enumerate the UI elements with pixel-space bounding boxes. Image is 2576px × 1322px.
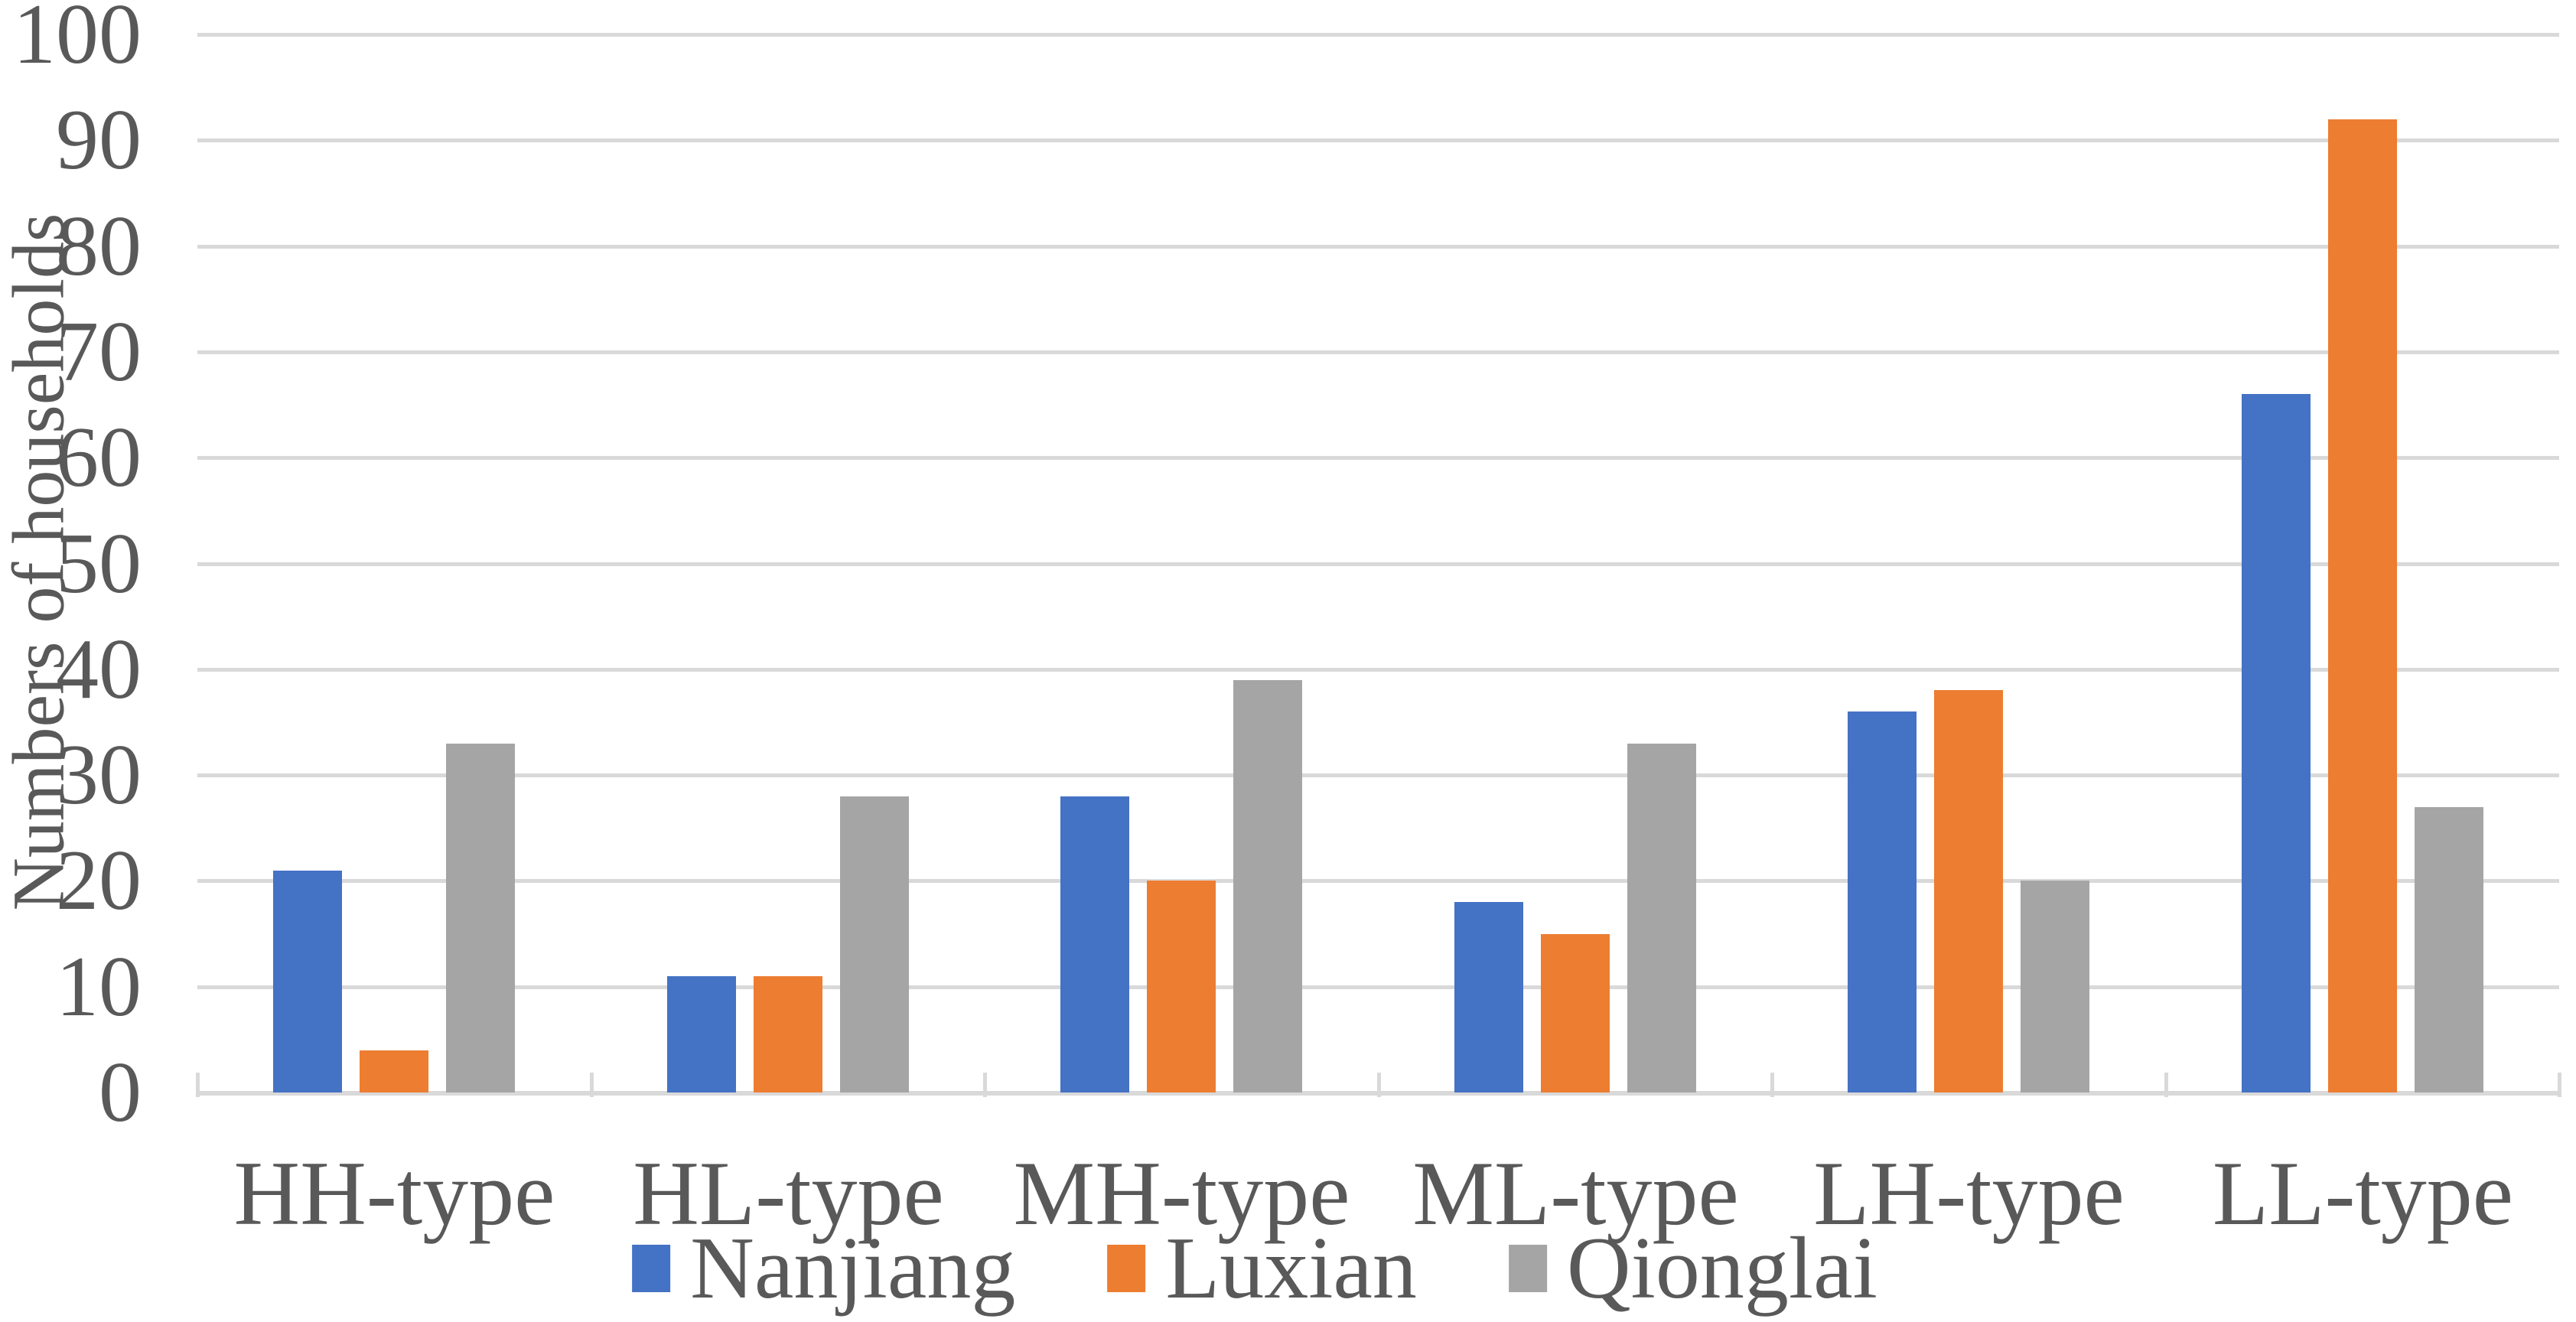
y-tick-label: 20 [56,833,142,929]
x-axis-label-lh-type: LH-type [1813,1142,2125,1244]
bar-qionglai-hl-type [840,796,909,1092]
bar-nanjiang-hh-type [273,871,342,1092]
gridline-y-40 [197,667,2559,672]
y-tick-label: 30 [56,728,142,823]
y-tick-label: 70 [56,304,142,399]
gridline-y-10 [197,985,2559,989]
legend-item-nanjiang: Nanjiang [632,1224,1015,1313]
bar-qionglai-ml-type [1627,744,1696,1092]
gridline-y-90 [197,138,2559,143]
category-boundary-tick [1770,1073,1774,1097]
x-axis-label-mh-type: MH-type [1013,1142,1350,1244]
y-tick-label: 60 [56,410,142,506]
category-boundary-tick [2164,1073,2168,1097]
x-axis-label-ll-type: LL-type [2212,1142,2514,1244]
y-tick-label: 50 [56,516,142,611]
gridline-y-50 [197,562,2559,566]
gridline-y-80 [197,244,2559,249]
y-tick-label: 100 [13,0,142,82]
gridline-y-20 [197,879,2559,884]
bar-luxian-ll-type [2328,119,2397,1092]
category-boundary-tick [1376,1073,1381,1097]
bar-luxian-hl-type [754,976,822,1092]
legend-label-nanjiang: Nanjiang [690,1219,1016,1317]
bar-qionglai-mh-type [1233,680,1302,1092]
bar-luxian-mh-type [1147,881,1216,1092]
category-boundary-tick [2558,1073,2561,1097]
category-boundary-tick [196,1073,200,1097]
bar-nanjiang-lh-type [1848,711,1917,1092]
legend-swatch-qionglai [1508,1245,1547,1292]
bar-luxian-hh-type [360,1050,428,1092]
bar-nanjiang-mh-type [1060,796,1129,1092]
bar-nanjiang-ml-type [1454,902,1523,1092]
x-axis-label-hl-type: HL-type [633,1142,944,1244]
gridline-y-70 [197,350,2559,354]
gridline-y-60 [197,456,2559,461]
bar-qionglai-hh-type [446,744,515,1092]
legend: Nanjiang Luxian Qionglai [632,1224,1877,1313]
y-tick-label: 0 [99,1045,142,1140]
y-tick-label: 90 [56,93,142,188]
bar-luxian-lh-type [1934,690,2003,1092]
legend-swatch-nanjiang [632,1245,671,1292]
gridline-y-30 [197,773,2559,778]
bar-nanjiang-ll-type [2242,394,2311,1092]
y-tick-label: 80 [56,198,142,294]
x-axis-label-ml-type: ML-type [1412,1142,1739,1244]
y-tick-label: 10 [56,939,142,1034]
category-boundary-tick [589,1073,594,1097]
x-axis-label-hh-type: HH-type [233,1142,555,1244]
legend-swatch-luxian [1107,1245,1146,1292]
bar-qionglai-lh-type [2021,881,2089,1092]
legend-item-qionglai: Qionglai [1508,1219,1877,1317]
bar-luxian-ml-type [1541,934,1610,1092]
category-boundary-tick [983,1073,987,1097]
legend-item-luxian: Luxian [1107,1224,1417,1313]
y-tick-label: 40 [56,621,142,717]
gridline-y-100 [197,33,2559,37]
legend-label-luxian: Luxian [1165,1219,1417,1317]
bar-nanjiang-hl-type [667,976,736,1092]
legend-label-qionglai: Qionglai [1566,1219,1877,1317]
bar-qionglai-ll-type [2415,807,2483,1092]
